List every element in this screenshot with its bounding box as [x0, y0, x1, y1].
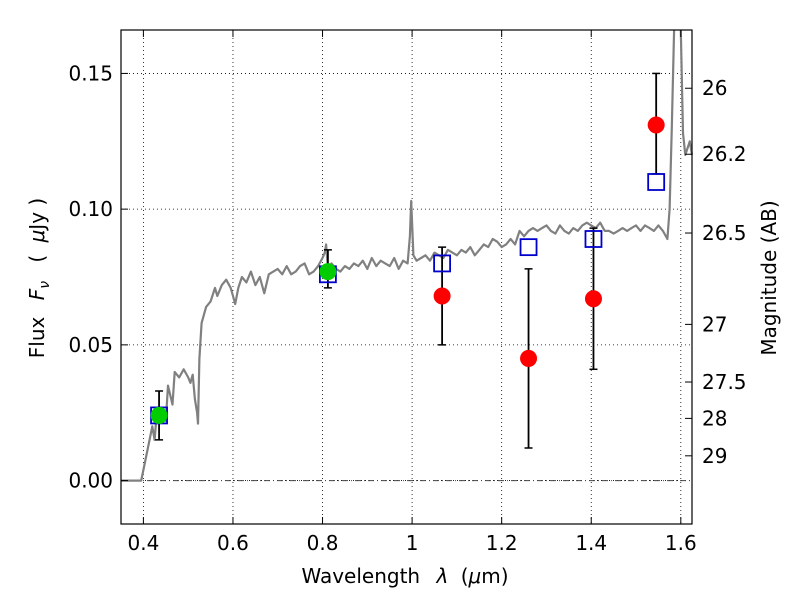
y2-tick-label: 27	[702, 312, 727, 336]
y2-tick-label: 29	[702, 444, 727, 468]
observed-point	[319, 263, 337, 281]
model-square-point	[584, 230, 603, 248]
x-tick-label: 1	[406, 531, 419, 555]
model-square-point	[647, 173, 666, 191]
y-axis-title-text: Flux	[25, 316, 49, 358]
y-axis-title-unit-mu: μ	[25, 230, 49, 244]
observed-point	[520, 349, 538, 367]
y-tick-label: 0.15	[68, 61, 113, 85]
x-axis-title-unit-open: (	[461, 564, 469, 588]
y-axis-title-symbol: F	[25, 288, 49, 300]
y2-tick-label: 26	[702, 76, 727, 100]
y2-tick-label: 26.5	[702, 221, 747, 245]
y-axis-title: Flux Fν ( μJy )	[25, 198, 54, 358]
grid	[121, 30, 692, 524]
observed-point	[150, 406, 168, 424]
x-tick-label: 0.4	[127, 531, 159, 555]
y2-tick-label: 26.2	[702, 142, 747, 166]
observed-point	[584, 290, 602, 308]
model-square-point	[433, 254, 452, 273]
y2-tick-label: 27.5	[702, 370, 747, 394]
y-axis-title-unit-rest: Jy )	[25, 198, 49, 232]
plot-area	[121, 29, 694, 482]
x-axis-title-symbol: λ	[435, 564, 448, 588]
observed-point	[647, 116, 665, 134]
x-tick-label: 0.6	[217, 531, 249, 555]
plot-frame	[120, 29, 693, 525]
x-tick-label: 1.6	[665, 531, 697, 555]
x-tick-label: 1.4	[575, 531, 607, 555]
y-tick-label: 0.00	[68, 469, 113, 493]
y2-axis-title: Magnitude (AB)	[757, 200, 781, 355]
axis-ticks: 0.4 0.6 0.8 1 1.2 1.4 1.6 0.00 0.05 0.10 0.15 26 26.…	[68, 30, 747, 555]
y-axis-title-unit-open: (	[25, 255, 49, 263]
y-tick-label: 0.10	[68, 197, 113, 221]
y2-tick-label: 28	[702, 406, 727, 430]
model-square-point	[519, 238, 538, 257]
x-tick-label: 1.2	[486, 531, 518, 555]
x-axis-title-text: Wavelength	[301, 564, 420, 588]
y-tick-label: 0.05	[68, 333, 113, 357]
observed-point	[433, 287, 451, 305]
y-axis-title-subscript: ν	[37, 281, 53, 289]
template-sed-line	[121, 29, 676, 482]
x-axis-title-unit-rest: m)	[481, 564, 508, 588]
x-axis-title-unit-mu: μ	[468, 564, 482, 588]
x-axis-title: Wavelength λ (μm)	[301, 564, 508, 588]
template-sed-line-tail	[679, 29, 694, 156]
x-tick-label: 0.8	[307, 531, 339, 555]
